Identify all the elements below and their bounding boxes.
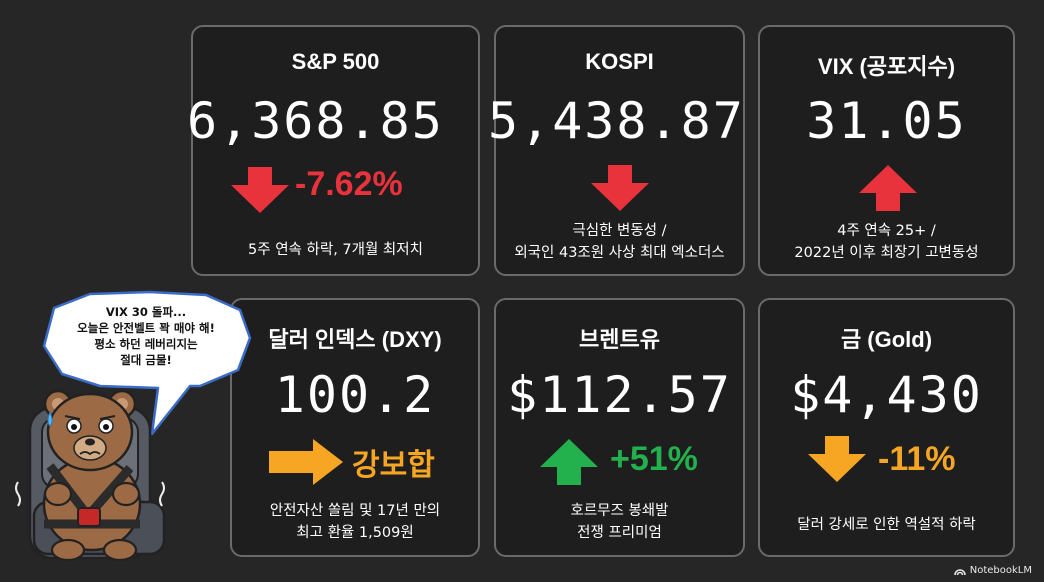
nervous-bear-illustration	[15, 389, 166, 562]
card-note: 안전자산 쏠림 및 17년 만의 최고 환율 1,509원	[269, 503, 441, 541]
card-dxy: 달러 인덱스 (DXY) 100.2 강보합 안전자산 쏠림 및 17년 만의 …	[230, 298, 480, 557]
card-value: 31.05	[806, 92, 967, 150]
card-change: -11%	[878, 440, 956, 478]
card-kospi: KOSPI 5,438.87 극심한 변동성 / 외국인 43조원 사상 최대 …	[488, 25, 745, 276]
card-change: 강보합	[352, 449, 435, 482]
arrow-down-icon	[591, 165, 649, 211]
card-title: 금 (Gold)	[840, 327, 933, 352]
arrow-down-icon	[231, 167, 289, 213]
card-gold: 금 (Gold) $4,430 -11% 달러 강세로 인한 역설적 하락	[758, 298, 1015, 557]
card-note: 호르무즈 봉쇄발 전쟁 프리미엄	[570, 503, 669, 541]
card-change: -7.62%	[295, 165, 403, 203]
card-title: VIX (공포지수)	[817, 54, 956, 79]
card-title: 달러 인덱스 (DXY)	[268, 327, 442, 352]
card-title: S&P 500	[291, 49, 380, 74]
arrow-right-icon	[269, 439, 343, 485]
notebooklm-logo-icon	[953, 568, 966, 575]
branding-label: NotebookLM	[969, 565, 1032, 576]
card-note: 5주 연속 하락, 7개월 최저치	[248, 242, 423, 258]
speech-bubble-text: VIX 30 돌파... 오늘은 안전벨트 꽉 매야 해! 평소 하던 레버리지…	[77, 305, 215, 367]
card-title: KOSPI	[585, 49, 654, 74]
card-sp500: S&P 500 6,368.85 -7.62% 5주 연속 하락, 7개월 최저…	[187, 25, 480, 276]
card-vix: VIX (공포지수) 31.05 4주 연속 25+ / 2022년 이후 최장…	[758, 25, 1015, 276]
speech-bubble	[42, 290, 252, 435]
card-title: 브렌트유	[579, 327, 660, 352]
card-value: 5,438.87	[488, 92, 745, 150]
card-value: $112.57	[507, 366, 732, 424]
card-brent: 브렌트유 $112.57 +51% 호르무즈 봉쇄발 전쟁 프리미엄	[494, 298, 745, 557]
arrow-up-icon	[540, 439, 598, 485]
card-value: $4,430	[790, 366, 983, 424]
card-note: 4주 연속 25+ / 2022년 이후 최장기 고변동성	[794, 223, 979, 261]
card-value: 6,368.85	[187, 92, 444, 150]
arrow-up-icon	[859, 165, 917, 211]
notebooklm-branding: NotebookLM	[953, 565, 1032, 576]
card-note: 달러 강세로 인한 역설적 하락	[797, 517, 976, 533]
card-change: +51%	[610, 440, 698, 478]
card-value: 100.2	[274, 366, 436, 424]
arrow-down-icon	[808, 436, 866, 482]
card-note: 극심한 변동성 / 외국인 43조원 사상 최대 엑소더스	[514, 223, 725, 261]
